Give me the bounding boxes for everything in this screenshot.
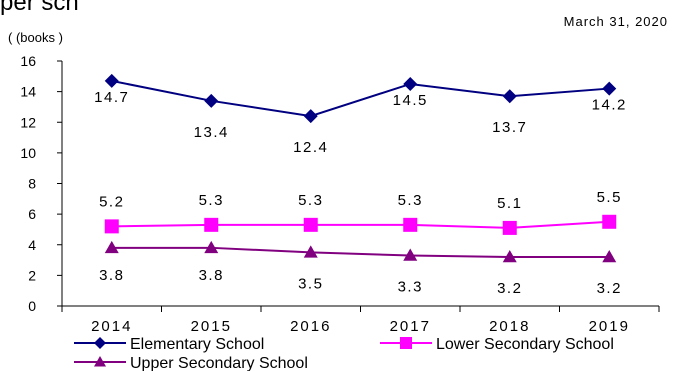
data-label: 5.5 <box>597 189 622 206</box>
legend-item: Elementary School <box>74 336 264 353</box>
data-label: 3.8 <box>99 267 124 284</box>
series-line <box>111 79 610 118</box>
data-point <box>403 248 418 261</box>
data-point <box>602 214 617 229</box>
series-lines <box>111 79 610 258</box>
data-label: 12.4 <box>293 139 328 156</box>
data-point <box>104 240 119 254</box>
y-tick-label: 0 <box>28 298 36 314</box>
header-fragment: per sch <box>0 0 79 16</box>
data-point <box>303 217 318 232</box>
data-point <box>602 81 617 96</box>
legend: Elementary School Lower Secondary School U… <box>74 336 614 371</box>
data-label: 13.4 <box>194 124 229 141</box>
series-line <box>111 246 610 258</box>
data-label: 5.3 <box>298 192 323 209</box>
legend-label: Elementary School <box>130 336 264 353</box>
data-point <box>204 217 219 232</box>
data-point <box>104 73 119 88</box>
series-line <box>111 220 610 229</box>
x-tick-label: 2016 <box>290 318 331 335</box>
data-label: 14.7 <box>94 89 129 106</box>
y-tick-label: 6 <box>28 206 36 222</box>
data-label: 3.3 <box>398 278 423 295</box>
legend-swatch-marker <box>94 337 106 349</box>
x-tick-label: 2017 <box>390 318 431 335</box>
legend-item: Lower Secondary School <box>380 336 614 353</box>
data-point <box>204 240 219 254</box>
data-labels: 14.7 13.4 12.4 14.5 13.7 14.2 5.2 5.3 5.3 5.3 5.1 5… <box>94 89 627 297</box>
data-point <box>502 220 517 235</box>
y-tick-label: 12 <box>20 114 36 130</box>
y-tick-label: 4 <box>28 237 36 253</box>
data-label: 3.2 <box>497 280 522 297</box>
legend-swatch-marker <box>400 337 412 349</box>
legend-item: Upper Secondary School <box>74 355 308 371</box>
y-tick-label: 8 <box>28 176 36 192</box>
legend-label: Lower Secondary School <box>436 336 614 353</box>
y-tick-label: 14 <box>20 84 36 100</box>
y-axis-unit-label: ( (books ) <box>8 30 63 45</box>
date-note: March 31, 2020 <box>564 14 668 29</box>
x-tick-label: 2018 <box>489 318 530 335</box>
data-label: 3.5 <box>298 275 323 292</box>
data-point <box>403 217 418 232</box>
x-tick-label: 2014 <box>91 318 132 335</box>
data-label: 14.2 <box>592 97 627 114</box>
data-point <box>602 250 617 263</box>
x-tick-label: 2015 <box>191 318 232 335</box>
y-tick-label: 16 <box>20 53 36 69</box>
data-label: 5.3 <box>199 192 224 209</box>
x-tick-label: 2019 <box>589 318 630 335</box>
data-point <box>204 93 219 108</box>
series-markers <box>104 73 617 263</box>
data-label: 5.1 <box>497 195 522 212</box>
data-point <box>104 219 119 234</box>
data-label: 13.7 <box>492 119 527 136</box>
legend-swatch-marker <box>94 356 106 367</box>
data-point <box>403 76 418 91</box>
legend-label: Upper Secondary School <box>130 355 308 371</box>
data-point <box>502 250 517 263</box>
data-label: 3.8 <box>199 267 224 284</box>
data-label: 5.2 <box>99 193 124 210</box>
data-point <box>502 89 517 104</box>
data-point <box>303 109 318 124</box>
data-label: 5.3 <box>398 192 423 209</box>
data-point <box>303 245 318 258</box>
y-tick-label: 10 <box>20 145 36 161</box>
y-tick-label: 2 <box>28 267 36 283</box>
axes: 0 2 4 6 8 10 12 14 16 2014 2015 2016 2017 2018 2019 <box>20 53 660 335</box>
data-label: 3.2 <box>597 280 622 297</box>
data-label: 14.5 <box>393 92 428 109</box>
